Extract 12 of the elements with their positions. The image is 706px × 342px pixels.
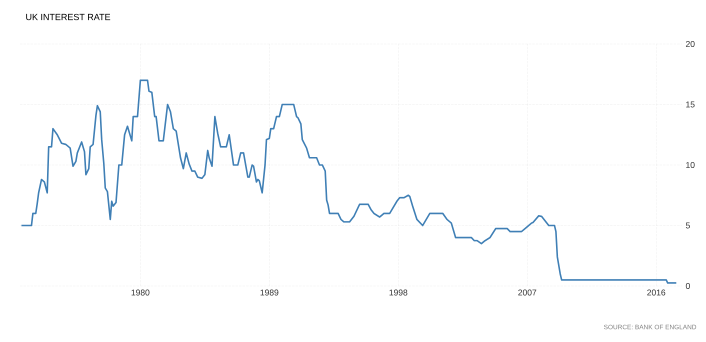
x-tick-label: 2007 (518, 290, 536, 296)
y-tick-label: 15 (686, 102, 695, 108)
y-tick-label: 20 (686, 41, 695, 47)
x-tick-label: 2016 (647, 290, 666, 296)
x-tick-label: 1998 (390, 290, 408, 296)
x-tick-label: 1980 (132, 290, 150, 296)
chart-title: UK INTEREST RATE (26, 14, 110, 20)
x-tick-label: 1989 (260, 290, 278, 296)
line-series (20, 79, 678, 284)
y-tick-label: 0 (686, 283, 690, 289)
y-tick-label: 10 (686, 162, 695, 168)
y-tick-label: 5 (686, 222, 690, 228)
